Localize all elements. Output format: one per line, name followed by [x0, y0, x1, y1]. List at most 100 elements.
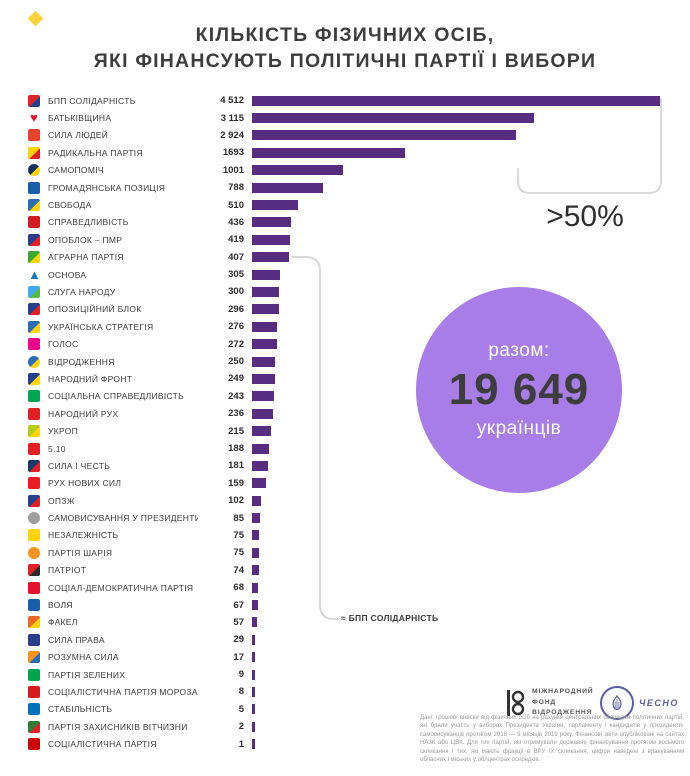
party-label: УКРАЇНСЬКА СТРАТЕГІЯ: [48, 321, 154, 332]
party-logo-icon: [28, 94, 40, 107]
party-bar: [252, 217, 292, 228]
party-value: 215: [228, 425, 244, 437]
party-bar: [252, 669, 255, 680]
party-label: ОПОБЛОК – ПМР: [48, 234, 123, 245]
party-value: 1001: [222, 164, 244, 176]
party-row: САМОВИСУВАННЯ У ПРЕЗИДЕНТИ 85: [28, 509, 690, 526]
party-label: РОЗУМНА СИЛА: [48, 652, 119, 663]
party-logo-icon: ▲: [28, 266, 41, 282]
party-bar: [252, 617, 258, 628]
party-row: УКРАЇНСЬКА СТРАТЕГІЯ 276: [28, 318, 690, 335]
party-label: ВОЛЯ: [48, 600, 73, 611]
party-value: 75: [233, 529, 244, 541]
party-value: 85: [233, 512, 244, 524]
party-bar: [252, 356, 275, 367]
party-label: УКРОП: [48, 426, 79, 437]
party-row: САМОПОМІЧ 1001: [28, 162, 690, 179]
party-row: ПАРТІЯ ЗЕЛЕНИХ 9: [28, 666, 690, 683]
irf-line-3: ВІДРОДЖЕННЯ: [532, 709, 593, 717]
party-logo-icon: [28, 529, 40, 542]
party-value: 236: [228, 408, 244, 420]
party-value: 788: [228, 182, 244, 194]
total-label: разом:: [488, 340, 550, 361]
party-row: РУХ НОВИХ СИЛ 159: [28, 475, 690, 492]
party-row: ВОЛЯ 67: [28, 596, 690, 613]
party-bar: [252, 200, 299, 211]
party-value: 3 115: [220, 112, 244, 124]
party-value: 250: [228, 356, 244, 368]
party-value: 510: [228, 199, 244, 211]
party-bar: [252, 704, 255, 715]
party-value: 67: [233, 599, 244, 611]
party-label: НАРОДНИЙ ФРОНТ: [48, 373, 133, 384]
party-value: 305: [228, 269, 244, 281]
party-value: 300: [228, 286, 244, 298]
party-row: 5.10 188: [28, 440, 690, 457]
party-bar: [252, 269, 280, 280]
party-row: СПРАВЕДЛИВІСТЬ 436: [28, 214, 690, 231]
party-row: СВОБОДА 510: [28, 196, 690, 213]
approx-label: ≈ БПП СОЛІДАРНІСТЬ: [341, 613, 439, 623]
party-label: БПП СОЛІДАРНІСТЬ: [48, 95, 136, 106]
party-bar: [252, 286, 280, 297]
party-value: 419: [228, 234, 244, 246]
party-row: УКРОП 215: [28, 422, 690, 439]
top-share-label: >50%: [546, 200, 624, 233]
party-value: 29: [233, 634, 244, 646]
party-logo-icon: [28, 703, 40, 716]
party-value: 102: [228, 495, 244, 507]
total-unit: українців: [476, 418, 562, 439]
party-bar: [252, 721, 255, 732]
party-logo-icon: ♥: [30, 110, 38, 126]
party-value: 1: [238, 738, 244, 750]
party-logo-icon: [28, 616, 40, 629]
garlic-icon: [612, 695, 622, 711]
party-value: 159: [228, 477, 244, 489]
data-source-note: Дані: грошові внески від фізичних осіб н…: [420, 715, 684, 763]
party-row: НАРОДНИЙ РУХ 236: [28, 405, 690, 422]
chesno-circle-icon: [600, 686, 634, 720]
party-logo-icon: [28, 372, 40, 385]
party-row: РАДИКАЛЬНА ПАРТІЯ 1693: [28, 144, 690, 161]
party-row: БПП СОЛІДАРНІСТЬ 4 512: [28, 92, 690, 109]
party-logo-icon: [28, 685, 40, 698]
party-bar: [252, 513, 260, 524]
party-logo-icon: [28, 512, 40, 525]
party-value: 276: [228, 321, 244, 333]
party-logo-icon: [28, 651, 40, 664]
party-row: ПАРТІЯ ШАРІЯ 75: [28, 544, 690, 561]
chesno-wordmark: ЧЕСНО: [639, 698, 679, 708]
irf-line-1: МІЖНАРОДНИЙ: [532, 688, 594, 695]
party-value: 75: [233, 547, 244, 559]
irf-line-2: ФОНД: [532, 698, 557, 706]
irf-logo-icon: [507, 689, 525, 716]
party-row: СИЛА ЛЮДЕЙ 2 924: [28, 127, 690, 144]
party-label: РУХ НОВИХ СИЛ: [48, 478, 122, 489]
party-logo-icon: [28, 477, 40, 490]
party-bar: [252, 252, 289, 263]
party-bar: [252, 530, 259, 541]
party-value: 1693: [222, 147, 244, 159]
party-logo-icon: [28, 390, 40, 403]
party-bar: [252, 165, 343, 176]
party-logo-icon: [28, 564, 40, 577]
party-bar: [252, 739, 255, 750]
party-label: ГОЛОС: [48, 339, 79, 350]
party-logo-icon: [28, 442, 40, 455]
party-row: ФАКЕЛ 57: [28, 614, 690, 631]
party-bar: [252, 339, 277, 350]
party-value: 57: [233, 616, 244, 628]
party-logo-icon: [28, 494, 40, 507]
party-label: СИЛА І ЧЕСТЬ: [48, 460, 111, 471]
party-bar: [252, 373, 275, 384]
party-logo-icon: [28, 199, 40, 212]
party-logo-icon: [28, 164, 40, 177]
party-bar: [252, 130, 517, 141]
party-value: 2 924: [220, 129, 244, 141]
party-logo-icon: [28, 303, 40, 316]
party-row: РОЗУМНА СИЛА 17: [28, 649, 690, 666]
party-logo-icon: [28, 720, 40, 733]
party-bar: [252, 460, 269, 471]
party-label: СЛУГА НАРОДУ: [48, 286, 116, 297]
